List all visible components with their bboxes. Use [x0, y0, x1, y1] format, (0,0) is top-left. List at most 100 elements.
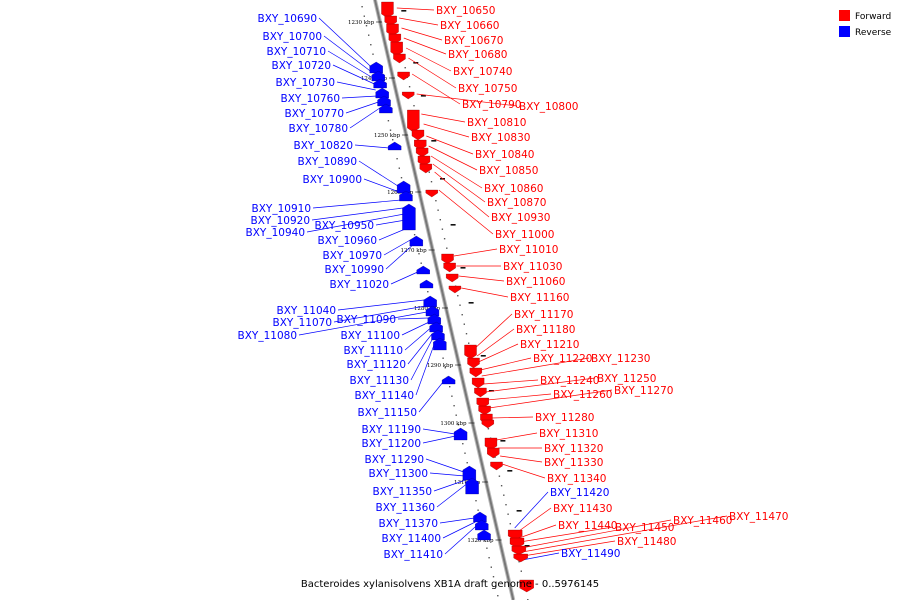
- forward-gene-label: BXY_11480: [617, 536, 676, 548]
- forward-gene-block: [419, 163, 432, 174]
- reverse-label-connector: [312, 199, 402, 209]
- gene-dash: [507, 470, 513, 472]
- forward-gene-label: BXY_10670: [444, 35, 503, 47]
- reverse-label-connector: [422, 428, 456, 435]
- forward-gene-label: BXY_10830: [471, 132, 530, 144]
- reverse-gene-block: [453, 427, 468, 441]
- forward-gene-label: BXY_10870: [487, 197, 546, 209]
- forward-label-connector: [416, 93, 518, 107]
- forward-label-connector: [432, 163, 486, 203]
- gene-dash: [480, 355, 486, 357]
- forward-label-connector: [461, 287, 509, 298]
- reverse-gene-label: BXY_11020: [330, 279, 389, 291]
- forward-label-connector: [428, 145, 478, 171]
- bin-dot: [505, 504, 507, 506]
- bin-dot: [420, 262, 422, 264]
- reverse-gene-label: BXY_11040: [277, 305, 336, 317]
- bin-dot: [465, 333, 468, 335]
- reverse-gene-block: [441, 375, 456, 385]
- reverse-label-connector: [418, 381, 444, 413]
- bin-dot: [392, 139, 394, 141]
- forward-gene-label: BXY_10800: [519, 101, 578, 113]
- forward-gene-label: BXY_10660: [440, 20, 499, 32]
- bin-dot: [413, 234, 416, 236]
- forward-label-connector: [487, 393, 552, 401]
- bin-dot: [486, 547, 488, 549]
- forward-label-connector: [500, 455, 543, 463]
- reverse-gene-label: BXY_10700: [263, 31, 322, 43]
- forward-gene-block: [397, 71, 410, 81]
- reverse-label-connector: [306, 213, 405, 233]
- bin-dot: [468, 342, 470, 344]
- bin-dot: [475, 500, 477, 502]
- reverse-gene-block: [409, 235, 423, 247]
- bin-dot: [518, 561, 520, 563]
- reverse-gene-label: BXY_10730: [276, 77, 335, 89]
- forward-label-connector: [478, 343, 519, 363]
- forward-label-connector: [476, 328, 515, 357]
- scale-tick-label: 1280 kbp: [414, 306, 441, 312]
- reverse-gene-block: [402, 203, 416, 231]
- reverse-label-connector: [433, 479, 466, 492]
- bin-dot: [490, 566, 492, 568]
- reverse-gene-label: BXY_11350: [373, 486, 432, 498]
- forward-label-connector: [423, 123, 470, 138]
- legend-forward-label: Forward: [855, 12, 891, 22]
- bin-dot: [370, 44, 372, 46]
- bin-dot: [442, 357, 444, 359]
- forward-gene-label: BXY_10680: [448, 49, 507, 61]
- reverse-label-connector: [298, 311, 427, 336]
- reverse-gene-block: [433, 337, 447, 351]
- genome-backbone: [373, 0, 515, 600]
- forward-gene-block: [415, 147, 429, 158]
- reverse-label-connector: [404, 327, 431, 351]
- reverse-gene-block: [379, 103, 393, 114]
- reverse-gene-block: [477, 529, 491, 541]
- reverse-gene-label: BXY_11290: [365, 454, 424, 466]
- reverse-gene-label: BXY_11360: [376, 502, 435, 514]
- scale-tick-label: 1270 kbp: [400, 248, 427, 254]
- reverse-gene-label: BXY_11130: [350, 375, 409, 387]
- bin-dot: [430, 181, 433, 183]
- bin-dot: [387, 120, 390, 122]
- reverse-label-connector: [410, 337, 434, 381]
- reverse-label-connector: [415, 343, 435, 396]
- bin-dot: [363, 15, 365, 17]
- gene-features-layer: [369, 1, 534, 593]
- forward-gene-label: BXY_10850: [479, 165, 538, 177]
- bin-dot: [492, 576, 495, 578]
- reverse-gene-label: BXY_10710: [267, 46, 326, 58]
- bin-dot: [443, 238, 446, 240]
- legend-forward-swatch: [839, 10, 850, 21]
- reverse-gene-block: [419, 279, 434, 289]
- forward-label-connector: [408, 57, 457, 89]
- reverse-label-connector: [333, 305, 426, 323]
- forward-label-connector: [474, 313, 513, 349]
- forward-gene-label: BXY_11270: [614, 385, 673, 397]
- reverse-label-connector: [345, 101, 379, 114]
- reverse-label-connector: [327, 50, 374, 79]
- reverse-gene-label: BXY_11070: [273, 317, 332, 329]
- forward-gene-label: BXY_11170: [514, 309, 573, 321]
- forward-gene-label: BXY_10840: [475, 149, 534, 161]
- forward-gene-block: [519, 579, 534, 593]
- reverse-gene-label: BXY_11150: [358, 407, 417, 419]
- scale-tick-label: 1300 kbp: [440, 421, 467, 427]
- reverse-label-connector: [514, 491, 549, 529]
- reverse-gene-label: BXY_10900: [303, 174, 362, 186]
- forward-gene-block: [511, 545, 527, 556]
- reverse-label-connector: [337, 299, 425, 311]
- forward-gene-label: BXY_11260: [553, 389, 612, 401]
- forward-gene-label: BXY_11280: [535, 412, 594, 424]
- forward-label-connector: [438, 189, 494, 235]
- reverse-label-connector: [323, 35, 372, 73]
- scale-tick-label: 1290 kbp: [427, 363, 454, 369]
- forward-gene-block: [441, 253, 454, 265]
- reverse-gene-label: BXY_10770: [285, 108, 344, 120]
- reverse-label-connector: [349, 107, 381, 129]
- reverse-label-connector: [354, 144, 390, 149]
- forward-label-connector: [519, 526, 614, 543]
- reverse-gene-label: BXY_10760: [281, 93, 340, 105]
- bin-dot: [495, 585, 497, 587]
